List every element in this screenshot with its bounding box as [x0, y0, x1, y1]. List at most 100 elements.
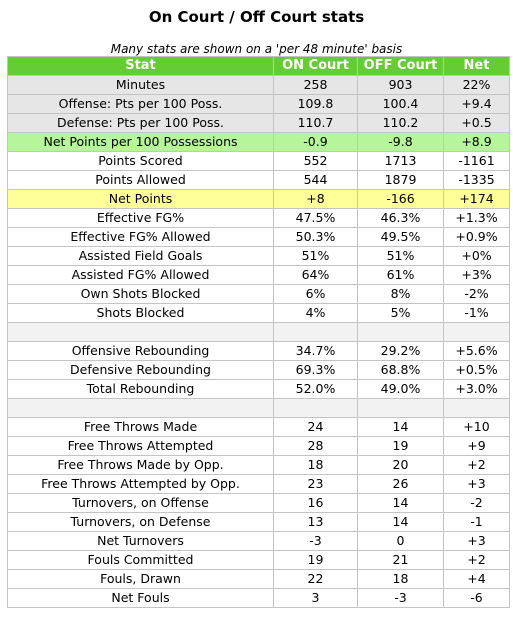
page-title: On Court / Off Court stats	[148, 8, 365, 26]
net-cell: -2	[443, 493, 510, 513]
on-court-cell: 23	[273, 474, 358, 494]
net-cell: -1%	[443, 303, 510, 323]
on-court-cell	[273, 322, 358, 342]
on-court-cell: 47.5%	[273, 208, 358, 228]
on-court-cell: 110.7	[273, 113, 358, 133]
net-cell: +0.5	[443, 113, 510, 133]
off-court-cell: 19	[357, 436, 444, 456]
on-court-cell: 18	[273, 455, 358, 475]
stat-name-cell: Net Points	[7, 189, 274, 209]
on-court-cell: 4%	[273, 303, 358, 323]
off-court-cell	[357, 322, 444, 342]
off-court-cell: -3	[357, 588, 444, 608]
on-court-cell: 258	[273, 75, 358, 95]
net-cell: +3.0%	[443, 379, 510, 399]
on-court-cell: 6%	[273, 284, 358, 304]
net-cell: -2%	[443, 284, 510, 304]
stat-name-cell: Turnovers, on Defense	[7, 512, 274, 532]
stat-name-cell	[7, 398, 274, 418]
table-row: Net Turnovers -3 0 +3	[7, 531, 510, 551]
table-row: Points Scored 552 1713 -1161	[7, 151, 510, 171]
stat-name-cell: Effective FG% Allowed	[7, 227, 274, 247]
net-cell: +174	[443, 189, 510, 209]
table-row: Shots Blocked 4% 5% -1%	[7, 303, 510, 323]
stat-name-cell: Defense: Pts per 100 Poss.	[7, 113, 274, 133]
table-row: Effective FG% Allowed 50.3% 49.5% +0.9%	[7, 227, 510, 247]
net-cell: +0.5%	[443, 360, 510, 380]
off-court-cell: 51%	[357, 246, 444, 266]
net-cell: +3	[443, 474, 510, 494]
stat-name-cell: Free Throws Attempted by Opp.	[7, 474, 274, 494]
on-court-cell: 19	[273, 550, 358, 570]
off-court-cell: 903	[357, 75, 444, 95]
net-cell: +4	[443, 569, 510, 589]
net-cell: -1161	[443, 151, 510, 171]
net-cell: +0.9%	[443, 227, 510, 247]
table-row: Offense: Pts per 100 Poss. 109.8 100.4 +9.4	[7, 94, 510, 114]
stat-name-cell: Effective FG%	[7, 208, 274, 228]
net-cell: +3	[443, 531, 510, 551]
on-court-cell: 69.3%	[273, 360, 358, 380]
net-cell: +5.6%	[443, 341, 510, 361]
on-court-cell: -0.9	[273, 132, 358, 152]
stat-name-cell: Offensive Rebounding	[7, 341, 274, 361]
net-cell: +1.3%	[443, 208, 510, 228]
off-court-cell: 14	[357, 493, 444, 513]
off-court-cell: 46.3%	[357, 208, 444, 228]
header-row: Stat ON Court OFF Court Net	[7, 56, 510, 76]
header-net: Net	[443, 56, 510, 76]
net-cell: -1335	[443, 170, 510, 190]
stat-name-cell	[7, 322, 274, 342]
off-court-cell: 100.4	[357, 94, 444, 114]
table-row: Assisted Field Goals 51% 51% +0%	[7, 246, 510, 266]
table-body: Minutes 258 903 22% Offense: Pts per 100 Pos…	[7, 75, 510, 608]
off-court-cell: 1879	[357, 170, 444, 190]
table-row: Free Throws Made 24 14 +10	[7, 417, 510, 437]
spacer-row	[7, 322, 510, 342]
on-court-cell: 3	[273, 588, 358, 608]
on-court-cell: 52.0%	[273, 379, 358, 399]
on-court-cell: 109.8	[273, 94, 358, 114]
header-off-court: OFF Court	[357, 56, 444, 76]
off-court-cell: 8%	[357, 284, 444, 304]
off-court-cell: 29.2%	[357, 341, 444, 361]
on-court-cell: 544	[273, 170, 358, 190]
on-court-cell: 64%	[273, 265, 358, 285]
net-cell: -1	[443, 512, 510, 532]
stat-name-cell: Total Rebounding	[7, 379, 274, 399]
stat-name-cell: Net Turnovers	[7, 531, 274, 551]
off-court-cell: 20	[357, 455, 444, 475]
off-court-cell: -166	[357, 189, 444, 209]
off-court-cell: 0	[357, 531, 444, 551]
table-row: Total Rebounding 52.0% 49.0% +3.0%	[7, 379, 510, 399]
table-row: Defense: Pts per 100 Poss. 110.7 110.2 +0.5	[7, 113, 510, 133]
table-row: Offensive Rebounding 34.7% 29.2% +5.6%	[7, 341, 510, 361]
stat-name-cell: Shots Blocked	[7, 303, 274, 323]
off-court-cell: 68.8%	[357, 360, 444, 380]
table-row: Turnovers, on Offense 16 14 -2	[7, 493, 510, 513]
off-court-cell: 49.5%	[357, 227, 444, 247]
on-court-cell: 22	[273, 569, 358, 589]
stats-table: Stat ON Court OFF Court Net Minutes 258 90…	[7, 56, 510, 608]
off-court-cell: 5%	[357, 303, 444, 323]
table-row: Free Throws Made by Opp. 18 20 +2	[7, 455, 510, 475]
off-court-cell: 61%	[357, 265, 444, 285]
off-court-cell: -9.8	[357, 132, 444, 152]
off-court-cell: 26	[357, 474, 444, 494]
stat-name-cell: Assisted Field Goals	[7, 246, 274, 266]
on-court-cell: 34.7%	[273, 341, 358, 361]
net-cell: +3%	[443, 265, 510, 285]
net-cell: +9	[443, 436, 510, 456]
stat-name-cell: Own Shots Blocked	[7, 284, 274, 304]
off-court-cell: 1713	[357, 151, 444, 171]
table-row: Effective FG% 47.5% 46.3% +1.3%	[7, 208, 510, 228]
net-cell: +2	[443, 550, 510, 570]
net-cell	[443, 322, 510, 342]
off-court-cell: 14	[357, 417, 444, 437]
on-court-cell	[273, 398, 358, 418]
off-court-cell: 49.0%	[357, 379, 444, 399]
net-cell: 22%	[443, 75, 510, 95]
table-row: Free Throws Attempted by Opp. 23 26 +3	[7, 474, 510, 494]
table-row: Turnovers, on Defense 13 14 -1	[7, 512, 510, 532]
on-court-cell: 50.3%	[273, 227, 358, 247]
